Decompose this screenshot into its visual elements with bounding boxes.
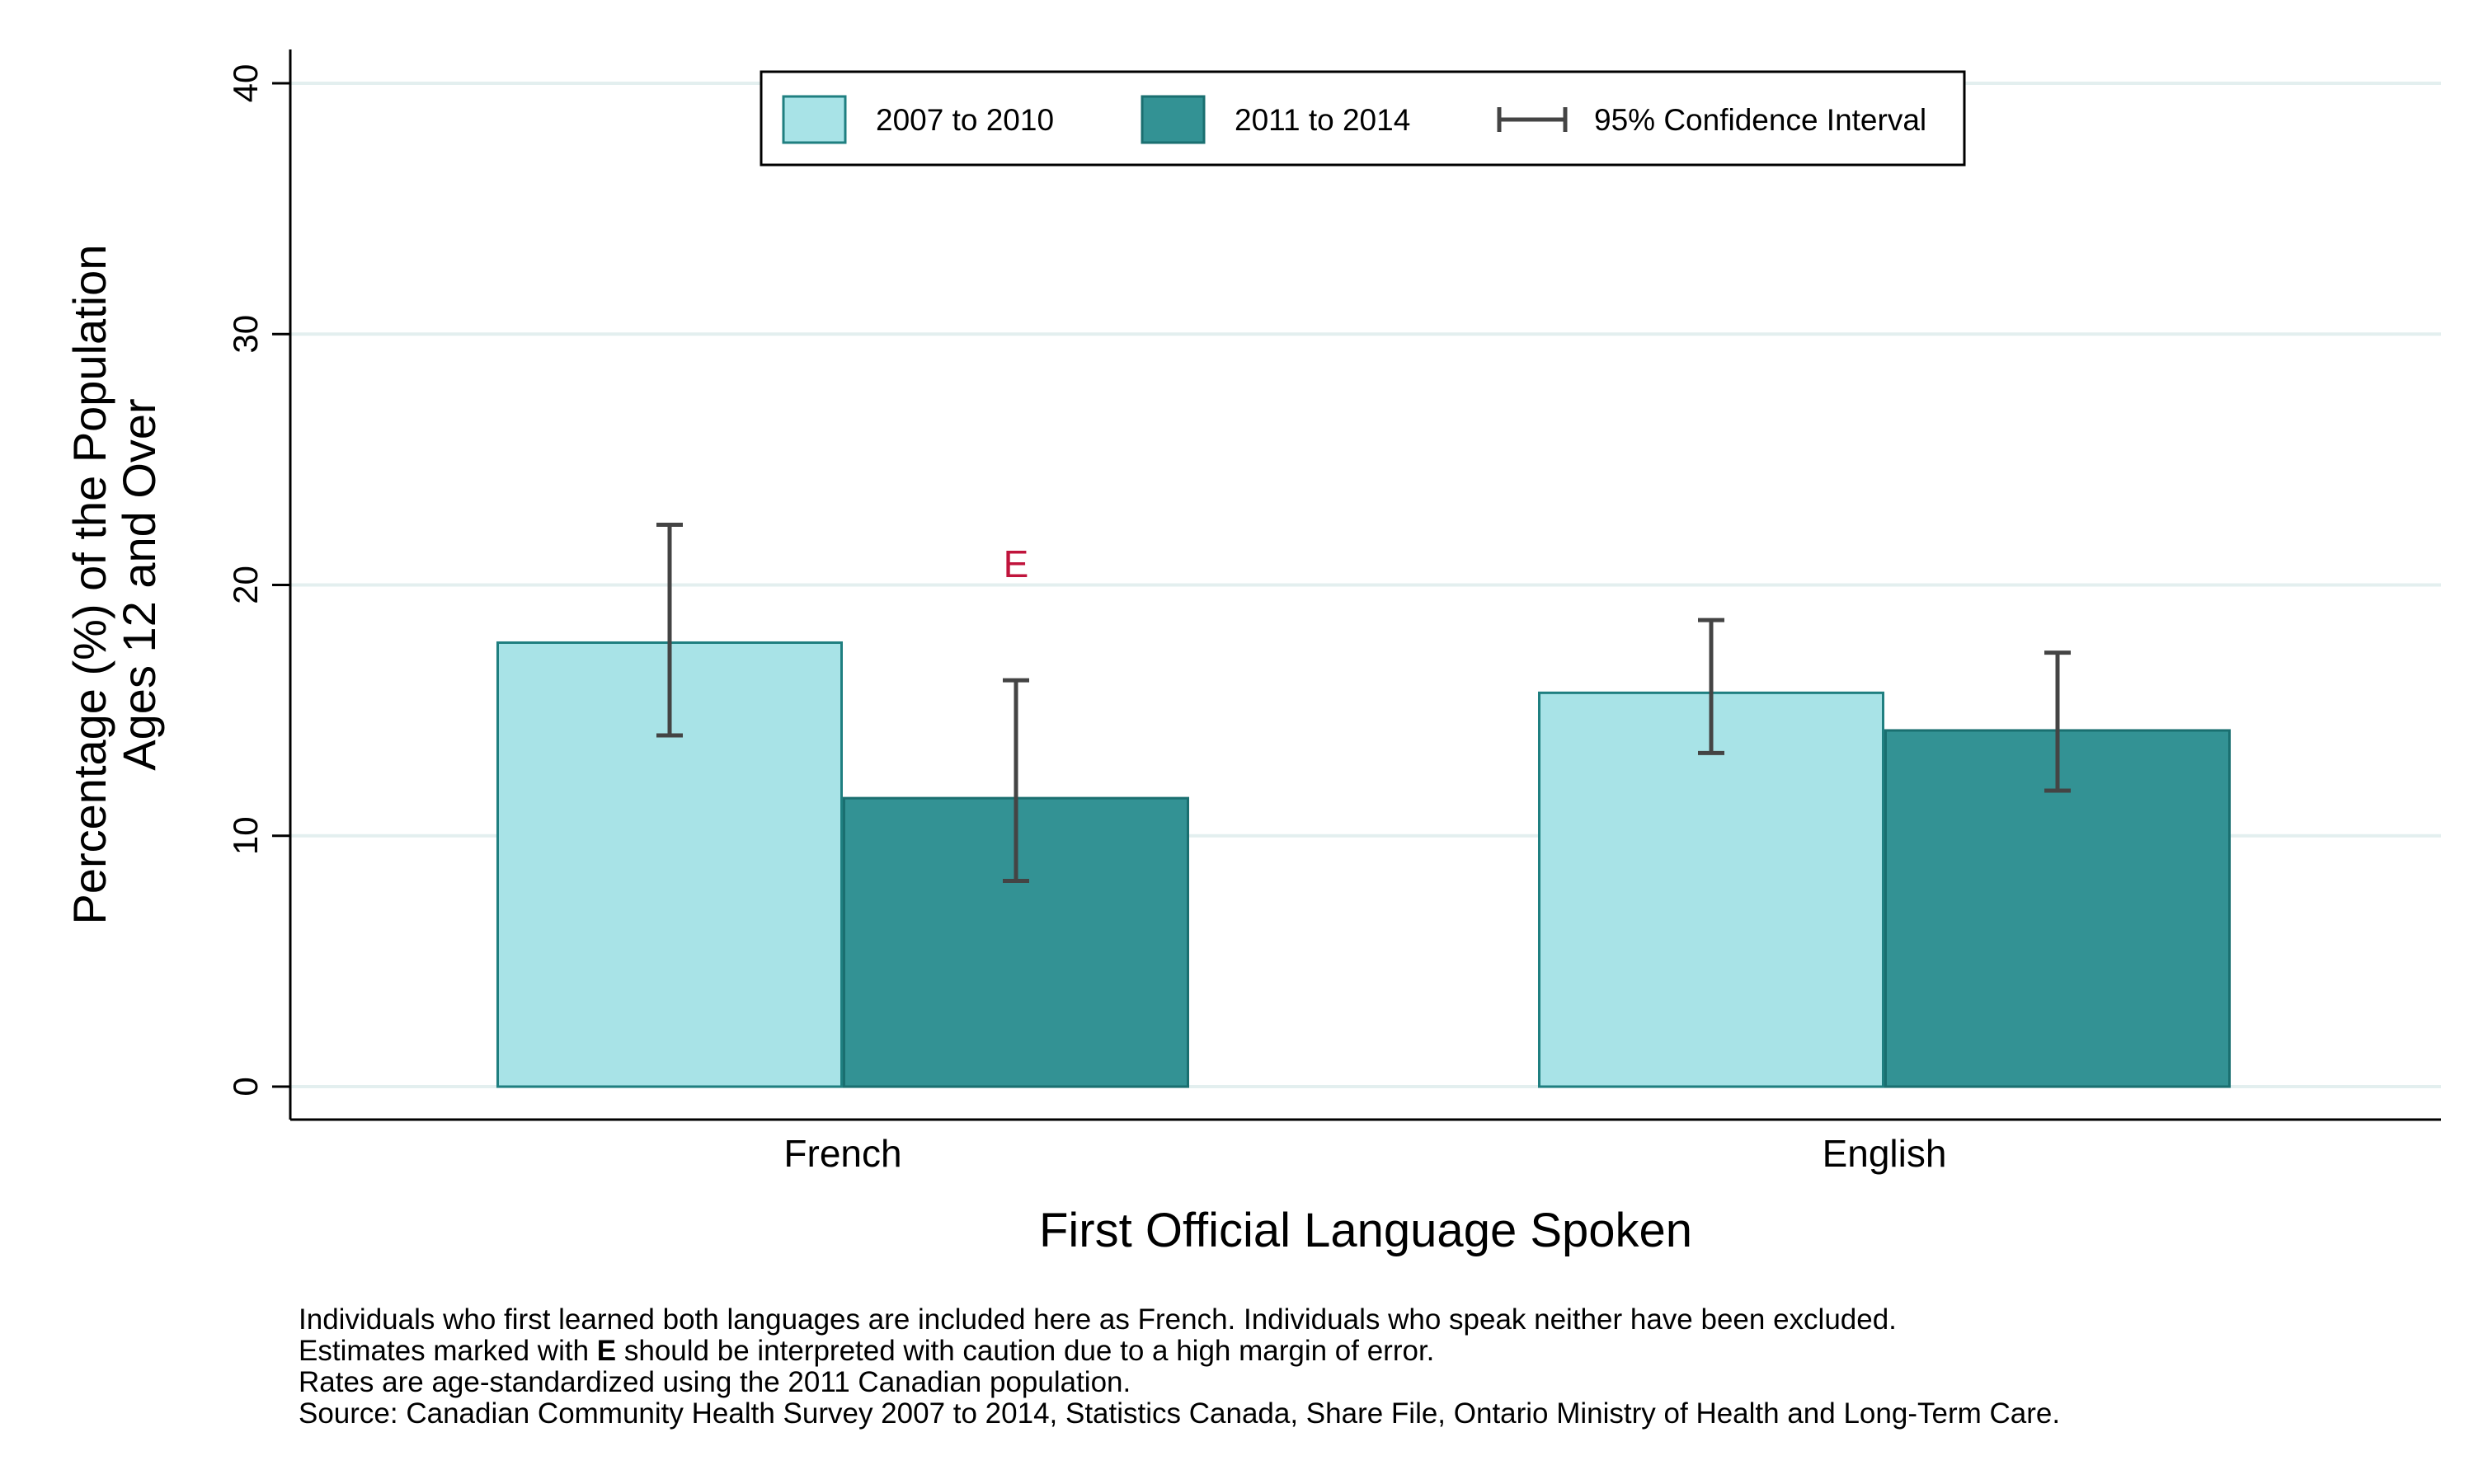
- y-tick-label: 30: [226, 315, 265, 354]
- note-line-4: Source: Canadian Community Health Survey…: [299, 1397, 2061, 1430]
- chart-notes: Individuals who first learned both langu…: [299, 1304, 2060, 1430]
- note-line-2: Estimates marked with E should be interp…: [299, 1336, 2060, 1367]
- x-axis-title: First Official Language Spoken: [1039, 1204, 1692, 1257]
- x-tick-label: French: [783, 1132, 901, 1175]
- legend-label: 2007 to 2010: [876, 103, 1054, 137]
- x-tick-label: English: [1823, 1132, 1947, 1175]
- axes: [272, 49, 2441, 1121]
- confidence-intervals: [656, 522, 2071, 884]
- legend-box: [760, 70, 1966, 167]
- legend-swatch: [782, 95, 847, 144]
- estimate-flag: E: [1004, 542, 1029, 585]
- y-tick-label: 40: [226, 64, 265, 103]
- legend-label: 2011 to 2014: [1235, 103, 1410, 137]
- y-axis-title-line-2: Ages 12 and Over: [113, 398, 165, 770]
- bars: [496, 641, 2231, 1088]
- legend: 2007 to 2010 2011 to 2014 95% Confidence I…: [760, 70, 1966, 167]
- y-tick-label: 10: [226, 816, 265, 855]
- note-line-3: Rates are age-standardized using the 201…: [299, 1366, 1131, 1398]
- legend-ci-label: 95% Confidence Interval: [1594, 103, 1926, 137]
- y-tick-label: 0: [226, 1077, 265, 1096]
- labels: 0 10 20 30 40 Percentage (%) of the Populatio…: [63, 64, 1946, 1257]
- note-line-2-flag: E: [596, 1335, 617, 1367]
- y-tick-label: 20: [226, 566, 265, 604]
- y-axis-title-line-1: Percentage (%) of the Population: [63, 245, 115, 925]
- legend-swatch: [1141, 95, 1206, 144]
- note-line-2-post: should be interpreted with caution due t…: [616, 1335, 1435, 1367]
- note-line-1: Individuals who first learned both langu…: [299, 1303, 1897, 1336]
- note-line-2-pre: Estimates marked with: [299, 1335, 597, 1367]
